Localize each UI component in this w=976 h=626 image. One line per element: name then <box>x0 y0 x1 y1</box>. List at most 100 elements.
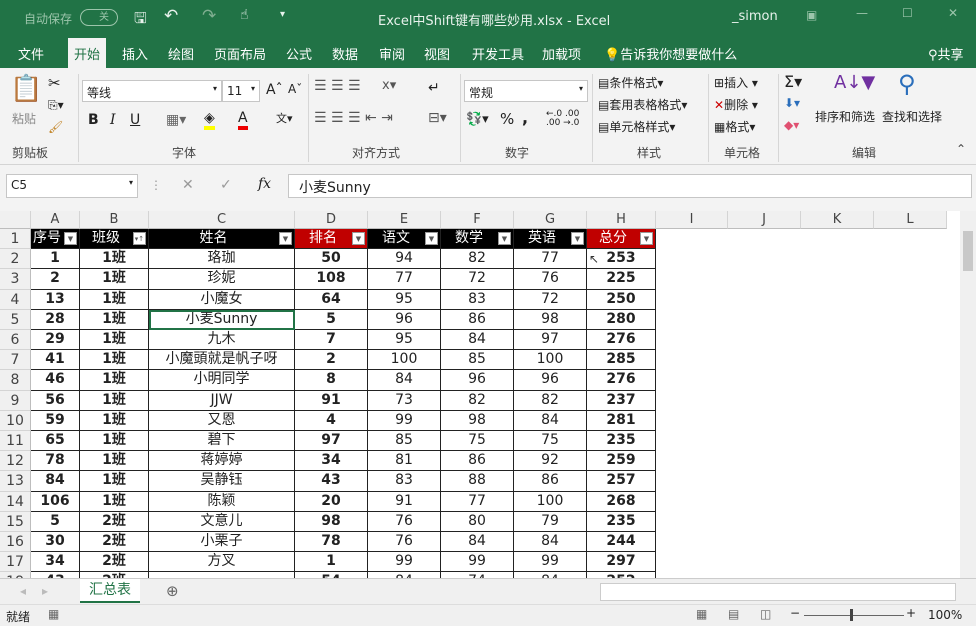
table-cell[interactable]: 237 <box>587 390 656 411</box>
table-cell[interactable]: 259 <box>587 451 656 472</box>
insert-cells-button[interactable]: ⊞插入 ▾ <box>714 76 758 90</box>
redo-icon[interactable]: ↷ <box>202 6 217 26</box>
macro-record-icon[interactable]: ▦ <box>48 607 60 621</box>
row-header-14[interactable]: 14 <box>0 491 31 512</box>
find-icon[interactable]: ⚲ <box>898 70 916 98</box>
copy-icon[interactable]: ⎘▾ <box>48 98 64 112</box>
table-cell[interactable]: 13 <box>31 289 80 310</box>
table-cell[interactable]: 78 <box>31 451 80 472</box>
table-cell[interactable]: 1班 <box>80 451 149 472</box>
table-cell[interactable]: 225 <box>587 269 656 290</box>
table-cell[interactable]: 1班 <box>80 269 149 290</box>
header-cell[interactable]: 数学 ▼ <box>441 229 514 250</box>
filter-dropdown-icon[interactable]: ▼ <box>571 232 584 245</box>
table-cell[interactable]: 1班 <box>80 289 149 310</box>
table-cell[interactable]: 235 <box>587 431 656 452</box>
table-cell[interactable]: 95 <box>368 330 441 351</box>
table-cell[interactable]: 65 <box>31 431 80 452</box>
table-cell[interactable]: 4 <box>295 410 368 431</box>
italic-button[interactable]: I <box>110 112 116 128</box>
table-cell[interactable]: 297 <box>587 552 656 573</box>
tab-developer[interactable]: 开发工具 <box>472 48 525 63</box>
column-header-K[interactable]: K <box>801 211 874 229</box>
table-cell[interactable]: 86 <box>441 309 514 330</box>
table-cell[interactable]: 64 <box>295 289 368 310</box>
table-cell[interactable]: 77 <box>441 491 514 512</box>
table-cell[interactable]: 蒋婷婷 <box>149 451 295 472</box>
minimize-icon[interactable]: — <box>856 6 868 20</box>
table-cell[interactable]: 76 <box>368 532 441 553</box>
table-cell[interactable]: 1班 <box>80 370 149 391</box>
header-cell[interactable]: 姓名 ▼ <box>149 229 295 250</box>
normal-view-icon[interactable]: ▦ <box>696 607 708 621</box>
table-cell[interactable]: 77 <box>368 269 441 290</box>
table-cell[interactable]: 56 <box>31 390 80 411</box>
table-cell[interactable]: 2班 <box>80 511 149 532</box>
row-header-18[interactable]: 18 <box>0 572 31 578</box>
tab-review[interactable]: 审阅 <box>379 48 406 63</box>
filter-dropdown-icon[interactable]: ▼ <box>352 232 365 245</box>
underline-button[interactable]: U <box>130 112 141 128</box>
tab-addins[interactable]: 加载项 <box>542 48 582 63</box>
fill-color-icon[interactable]: ◈ <box>204 110 215 130</box>
table-cell[interactable]: 100 <box>514 350 587 371</box>
tab-data[interactable]: 数据 <box>332 48 359 63</box>
table-cell[interactable]: 小麦Sunny <box>149 309 295 330</box>
table-cell[interactable]: 83 <box>441 289 514 310</box>
filter-dropdown-icon[interactable]: ▼ <box>640 232 653 245</box>
header-cell[interactable]: 英语 ▼ <box>514 229 587 250</box>
table-cell[interactable]: 106 <box>31 491 80 512</box>
table-cell[interactable]: 82 <box>514 390 587 411</box>
orientation-icon[interactable]: ⅹ▾ <box>382 78 397 93</box>
column-header-L[interactable]: L <box>874 211 947 229</box>
header-cell[interactable]: 总分 ▼ <box>587 229 656 250</box>
font-size-select[interactable]: 11 ▾ <box>222 80 260 102</box>
sort-filter-applied-icon[interactable]: ▾↑ <box>133 232 146 245</box>
table-cell[interactable]: 文意儿 <box>149 511 295 532</box>
table-cell[interactable]: 九木 <box>149 330 295 351</box>
zoom-level[interactable]: 100% <box>928 608 963 622</box>
table-cell[interactable]: 82 <box>441 390 514 411</box>
table-cell[interactable]: 1班 <box>80 431 149 452</box>
table-cell[interactable]: 80 <box>441 511 514 532</box>
table-cell[interactable]: 268 <box>587 491 656 512</box>
table-cell[interactable]: 珞珈 <box>149 249 295 270</box>
table-cell[interactable]: 2 <box>295 350 368 371</box>
table-cell[interactable]: 94 <box>368 249 441 270</box>
cancel-icon[interactable]: ✕ <box>182 177 194 193</box>
autosave-toggle[interactable]: 关 <box>80 9 118 26</box>
table-cell[interactable]: 99 <box>441 552 514 573</box>
table-cell[interactable]: 34 <box>295 451 368 472</box>
row-header-4[interactable]: 4 <box>0 289 31 310</box>
table-cell[interactable]: 1班 <box>80 410 149 431</box>
collapse-ribbon-icon[interactable]: ⌃ <box>956 142 967 156</box>
table-cell[interactable]: 碧下 <box>149 431 295 452</box>
row-header-9[interactable]: 9 <box>0 390 31 411</box>
table-cell[interactable]: JJW <box>149 390 295 411</box>
decrease-font-icon[interactable]: Aˇ <box>288 82 303 96</box>
touch-mode-icon[interactable]: ☝ <box>240 7 249 23</box>
horizontal-scrollbar[interactable] <box>600 583 956 601</box>
table-cell[interactable]: 小明同学 <box>149 370 295 391</box>
table-cell[interactable]: 1班 <box>80 309 149 330</box>
filter-dropdown-icon[interactable]: ▼ <box>64 232 77 245</box>
insert-function-button[interactable]: fx <box>258 176 272 192</box>
phonetic-icon[interactable]: 文▾ <box>276 112 293 125</box>
column-header-C[interactable]: C <box>149 211 295 229</box>
delete-cells-button[interactable]: ✕删除 ▾ <box>714 98 758 112</box>
table-cell[interactable]: 34 <box>31 552 80 573</box>
find-select-button[interactable]: 查找和选择 <box>882 110 943 124</box>
table-cell[interactable]: 98 <box>514 309 587 330</box>
paste-label[interactable]: 粘贴 <box>12 112 37 126</box>
conditional-format-button[interactable]: ▤条件格式▾ <box>598 76 664 90</box>
merge-center-icon[interactable]: ⊟▾ <box>428 110 447 126</box>
table-cell[interactable]: 1 <box>295 552 368 573</box>
table-cell[interactable]: 76 <box>514 269 587 290</box>
column-header-D[interactable]: D <box>295 211 368 229</box>
decimal-icons[interactable]: ←.0 .00.00 →.0 <box>546 109 580 128</box>
table-cell[interactable]: 50 <box>295 249 368 270</box>
table-cell[interactable]: 小魔女 <box>149 289 295 310</box>
cut-icon[interactable]: ✂ <box>48 74 61 92</box>
row-header-11[interactable]: 11 <box>0 431 31 452</box>
table-cell[interactable]: 75 <box>514 431 587 452</box>
